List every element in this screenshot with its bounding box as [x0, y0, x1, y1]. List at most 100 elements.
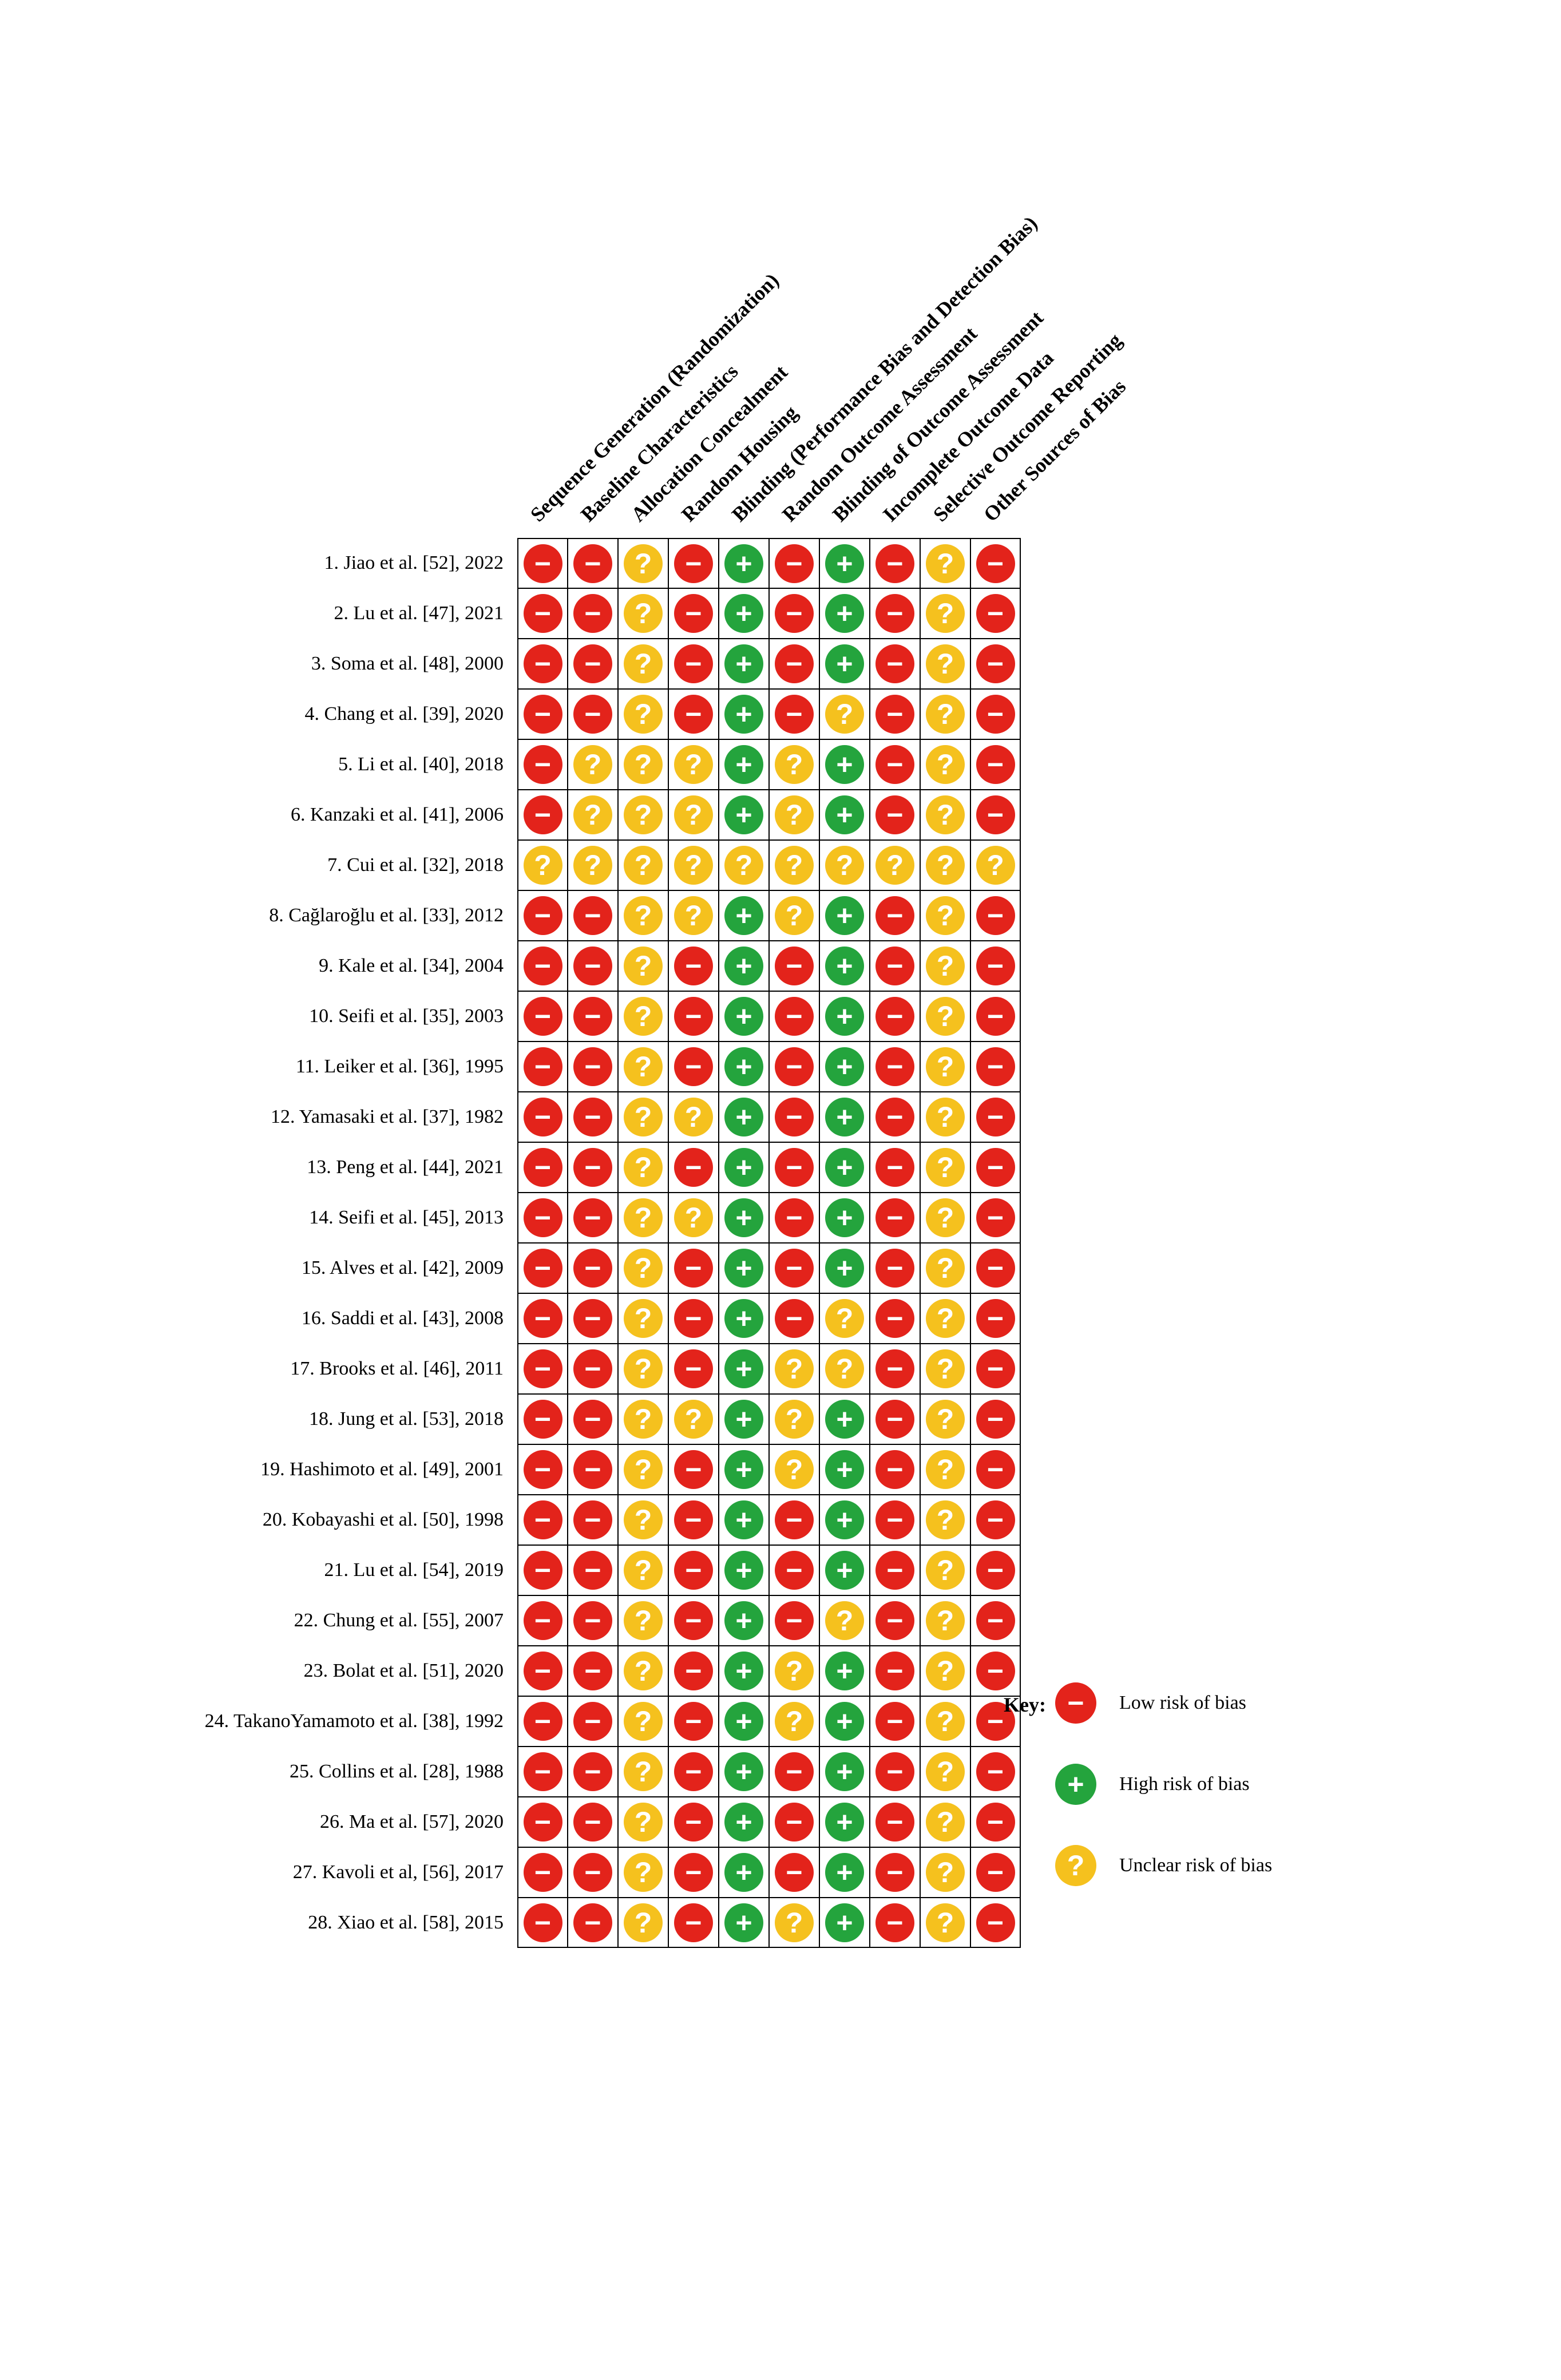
rob-cell: +: [819, 1092, 870, 1142]
rob-low-icon: −: [976, 1148, 1015, 1187]
rob-low-icon: −: [573, 1249, 612, 1288]
rob-unclear-icon: ?: [825, 1349, 864, 1388]
rob-cell: −: [970, 1495, 1021, 1545]
row-label: 7. Cui et al. [32], 2018: [94, 854, 517, 876]
rob-cell: ?: [618, 1444, 668, 1495]
rob-low-icon: −: [524, 544, 562, 583]
rob-cell: −: [668, 941, 719, 991]
rob-low-icon: −: [976, 947, 1015, 985]
rob-low-icon: −: [875, 1903, 914, 1942]
rob-low-icon: −: [573, 1702, 612, 1741]
rob-cell: ?: [618, 1243, 668, 1293]
rob-low-icon: −: [674, 1652, 713, 1690]
rob-cell: ?: [920, 1142, 970, 1193]
rob-cell: −: [970, 1847, 1021, 1898]
rob-unclear-icon: ?: [624, 1198, 663, 1237]
rob-cell: −: [870, 588, 920, 639]
rob-unclear-icon: ?: [926, 947, 965, 985]
rob-low-icon: −: [775, 1249, 814, 1288]
rob-unclear-icon: ?: [624, 1299, 663, 1338]
rob-cell: −: [970, 1344, 1021, 1394]
rob-cell: +: [719, 1595, 769, 1646]
rob-unclear-icon: ?: [624, 644, 663, 683]
rob-cell: +: [719, 1243, 769, 1293]
rob-cell: ?: [920, 689, 970, 739]
rob-low-icon: −: [875, 1853, 914, 1892]
row-label: 5. Li et al. [40], 2018: [94, 754, 517, 775]
rob-cell: −: [970, 538, 1021, 588]
rob-cell: +: [719, 1293, 769, 1344]
rob-cell: −: [970, 1646, 1021, 1696]
rob-high-icon: +: [724, 1400, 763, 1439]
rob-high-icon: +: [724, 1803, 763, 1842]
rob-cell: ?: [618, 1193, 668, 1243]
rob-unclear-icon: ?: [926, 644, 965, 683]
rob-cell: −: [870, 941, 920, 991]
rob-cell: ?: [819, 1293, 870, 1344]
rob-high-icon: +: [724, 1702, 763, 1741]
rob-cell: +: [719, 1042, 769, 1092]
rob-low-icon: −: [674, 544, 713, 583]
rob-cell: −: [517, 790, 568, 840]
rob-cell: ?: [920, 1394, 970, 1444]
rob-cell: ?: [920, 639, 970, 689]
rob-cell: −: [517, 1495, 568, 1545]
rob-low-icon: −: [875, 1047, 914, 1086]
rob-low-icon: −: [976, 644, 1015, 683]
rob-cell: −: [970, 1444, 1021, 1495]
rob-cell: ?: [920, 588, 970, 639]
rob-unclear-icon: ?: [624, 1400, 663, 1439]
rob-unclear-icon: ?: [624, 1752, 663, 1791]
table-row: 5. Li et al. [40], 2018−???+?+−?−: [94, 739, 1467, 790]
rob-low-icon: −: [976, 1601, 1015, 1640]
row-label: 1. Jiao et al. [52], 2022: [94, 552, 517, 574]
rob-low-icon: −: [573, 896, 612, 935]
rob-cell: −: [568, 1193, 618, 1243]
rob-cell: ?: [618, 588, 668, 639]
rob-low-icon: −: [875, 1551, 914, 1590]
rob-unclear-icon: ?: [624, 1148, 663, 1187]
rob-cell: ?: [920, 1495, 970, 1545]
rob-cell: +: [719, 991, 769, 1042]
rob-cell: −: [668, 1042, 719, 1092]
row-label: 16. Saddi et al. [43], 2008: [94, 1308, 517, 1329]
rob-low-icon: −: [674, 1500, 713, 1539]
rob-low-icon: −: [674, 1299, 713, 1338]
row-label: 18. Jung et al. [53], 2018: [94, 1408, 517, 1430]
rob-cell: −: [970, 1797, 1021, 1847]
rob-high-icon: +: [724, 1198, 763, 1237]
rob-cell: −: [668, 1344, 719, 1394]
rob-unclear-icon: ?: [624, 544, 663, 583]
rob-high-icon: +: [825, 1198, 864, 1237]
rob-cell: −: [970, 1898, 1021, 1948]
rob-low-icon: −: [674, 1752, 713, 1791]
rob-low-icon: −: [573, 1803, 612, 1842]
rob-low-icon: −: [573, 1551, 612, 1590]
rob-high-icon: +: [825, 1652, 864, 1690]
rob-cell: +: [819, 739, 870, 790]
rob-cell: +: [719, 1344, 769, 1394]
rob-cell: +: [819, 1646, 870, 1696]
rob-low-icon: −: [976, 795, 1015, 834]
rob-cell: −: [568, 1042, 618, 1092]
table-row: 2. Lu et al. [47], 2021−−?−+−+−?−: [94, 588, 1467, 639]
rob-low-icon: −: [875, 1098, 914, 1136]
row-label: 22. Chung et al. [55], 2007: [94, 1610, 517, 1631]
rob-cell: −: [568, 639, 618, 689]
rob-cell: −: [517, 1042, 568, 1092]
rob-cell: −: [517, 1898, 568, 1948]
rob-low-icon: −: [573, 1349, 612, 1388]
rob-unclear-icon: ?: [624, 1853, 663, 1892]
rob-unclear-icon: ?: [775, 1349, 814, 1388]
rob-cell: −: [970, 1747, 1021, 1797]
rob-unclear-icon: ?: [674, 1400, 713, 1439]
rob-cell: +: [719, 538, 769, 588]
rob-cell: +: [719, 790, 769, 840]
rob-low-icon: −: [875, 644, 914, 683]
rob-cell: −: [870, 1696, 920, 1747]
rob-low-icon: −: [524, 1400, 562, 1439]
rob-low-icon: −: [775, 947, 814, 985]
rob-cell: −: [568, 1444, 618, 1495]
rob-cell: −: [517, 890, 568, 941]
risk-of-bias-chart: Sequence Generation (Randomization)Basel…: [94, 23, 1467, 1948]
